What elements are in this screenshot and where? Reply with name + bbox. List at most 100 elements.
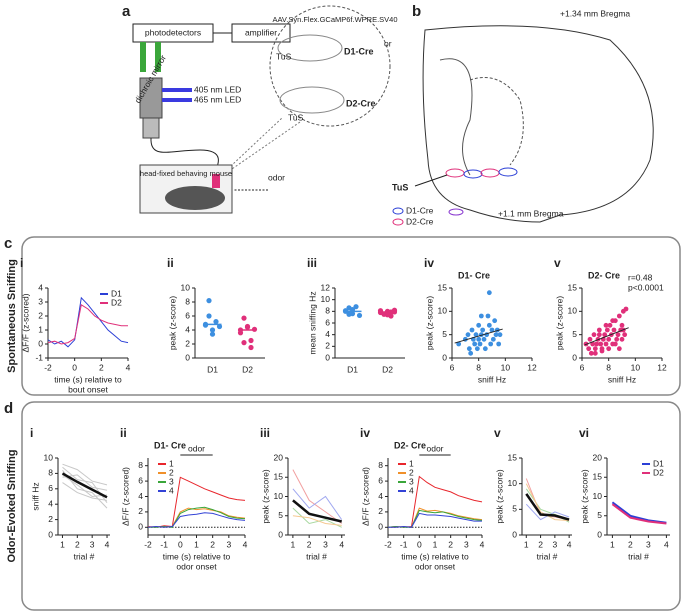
x-axis-label: time (s) relative to [54,374,122,384]
y-tick-label: 15 [593,472,603,482]
y-tick-label: 0 [512,529,517,539]
y-tick-label: 0 [48,529,53,539]
point [486,322,492,328]
x-tick-label: 1 [524,539,529,549]
odor-label: odor [268,172,285,182]
point [612,341,618,347]
tus-label: TuS [392,182,408,192]
panel-numeral: i [30,426,33,440]
point [594,341,600,347]
x-axis-label: sniff Hz [608,374,636,384]
point [391,307,398,313]
x-axis-label: trial # [74,551,95,561]
series-line [525,478,570,521]
y-tick-label: -1 [35,352,43,362]
series-line [387,509,483,528]
point [599,348,605,354]
panel-numeral: ii [120,426,127,440]
x-tick-label: 4 [243,539,248,549]
y-tick-label: 6 [378,475,383,485]
mouse [165,186,225,210]
site [448,208,464,216]
point [237,330,244,336]
point [611,327,617,333]
d2-label: D2-Cre [346,98,376,108]
x-tick-label: 4 [664,539,669,549]
x-tick-label: 1 [194,539,199,549]
x-tick-label: 2 [448,539,453,549]
annotation: r=0.48 [628,272,653,282]
x-tick-label: -2 [144,539,152,549]
panel-numeral: ii [167,256,174,270]
x-tick-label: D1 [207,364,218,374]
x-axis-label: bout onset [68,384,108,394]
y-tick-label: 2 [325,341,330,351]
bregma-label: +1.1 mm Bregma [498,208,564,218]
headpost [212,174,220,188]
point [606,346,612,352]
series-line [388,507,483,528]
legend-label: D1-Cre [406,205,434,215]
y-tick-label: 4 [378,491,383,501]
x-tick-label: 2 [538,539,543,549]
point [465,332,471,338]
fiber-green [155,42,161,72]
series-line [525,493,570,521]
point [456,341,462,347]
brain-region [469,77,524,166]
fit-line [584,327,629,346]
x-tick-label: 8 [606,362,611,372]
y-tick-label: 0 [378,522,383,532]
x-tick-label: 8 [476,362,481,372]
panel-numeral: iii [307,256,317,270]
y-tick-label: 4 [185,324,190,334]
legend-label: 2 [409,467,414,477]
point [490,336,496,342]
brain-sketch [279,86,345,114]
point [603,322,609,328]
y-axis-label: peak (z-score) [494,469,504,523]
virus-label: AAV.Syn.Flex.GCaMP6f.WPRE.SV40 [272,15,397,24]
y-tick-label: 10 [274,491,284,501]
y-tick-label: 5 [442,329,447,339]
x-tick-label: -2 [44,362,52,372]
x-tick-label: 3 [552,539,557,549]
point [587,336,593,342]
point [591,332,597,338]
y-tick-label: 2 [48,514,53,524]
x-tick-label: -1 [400,539,408,549]
y-tick-label: 2 [378,506,383,516]
y-tick-label: 8 [138,460,143,470]
y-axis-label: ΔF/F (z-scored) [360,467,370,526]
y-tick-label: 6 [48,483,53,493]
y-tick-label: 10 [181,282,191,292]
section-label: d [4,400,13,417]
legend-label: D1 [653,458,664,468]
legend-label: 1 [169,458,174,468]
y-axis-label: sniff Hz [30,482,40,510]
panel-numeral: v [494,426,501,440]
point [346,305,352,311]
y-tick-label: 15 [274,472,284,482]
series-line [388,512,482,528]
chart-title: D2- Cre [588,270,620,280]
y-tick-label: 20 [593,452,603,462]
point [209,327,216,333]
y-tick-label: 1 [38,324,43,334]
objective [142,117,160,139]
odor-label: odor [426,443,443,453]
y-tick-label: 10 [508,478,518,488]
legend-label: 3 [409,476,414,486]
point [478,313,484,319]
point [616,313,622,319]
point [606,336,612,342]
panel-numeral: iv [424,256,434,270]
section-frame [21,401,681,611]
x-tick-label: 1 [291,539,296,549]
point [602,332,608,338]
point [377,308,384,314]
brain-sketch [277,34,343,62]
legend-swatch [392,207,404,215]
point [481,336,487,342]
